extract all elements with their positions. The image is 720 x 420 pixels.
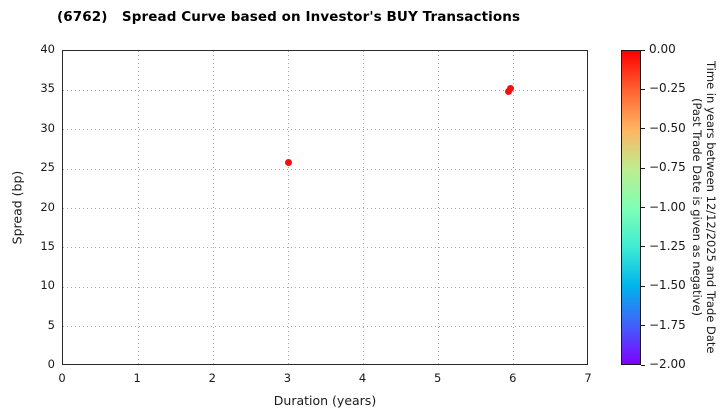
y-axis-label: Spread (bp) xyxy=(9,170,25,245)
gridline-horizontal xyxy=(63,89,587,91)
colorbar-tick-label: −0.75 xyxy=(649,160,686,175)
y-tick-label: 40 xyxy=(40,42,55,56)
plot-area xyxy=(62,50,588,365)
colorbar-tick-label: −1.00 xyxy=(649,199,686,214)
colorbar-label-line2: (Past Trade Date is given as negative) xyxy=(690,98,704,317)
colorbar-tick-label: −0.50 xyxy=(649,120,686,135)
y-tick-label: 10 xyxy=(40,278,55,293)
colorbar-tick-mark xyxy=(641,88,645,90)
colorbar-label-line1: Time in years between 12/12/2025 and Tra… xyxy=(704,61,718,354)
colorbar-tick-mark xyxy=(641,49,645,51)
gridline-vertical xyxy=(137,51,139,364)
x-tick-label: 2 xyxy=(208,371,216,385)
gridline-horizontal xyxy=(63,286,587,288)
colorbar-tick-mark xyxy=(641,207,645,208)
y-tick-label: 5 xyxy=(47,317,55,332)
colorbar-axis-label: Time in years between 12/12/2025 and Tra… xyxy=(686,44,718,371)
gridline-horizontal xyxy=(63,247,587,249)
colorbar-tick-mark xyxy=(641,246,645,248)
colorbar-tick-label: −0.25 xyxy=(649,81,686,96)
gridline-vertical xyxy=(513,51,515,364)
x-tick-label: 1 xyxy=(133,371,141,385)
data-point xyxy=(507,85,515,93)
gridline-vertical xyxy=(438,51,440,364)
x-tick-label: 0 xyxy=(58,371,66,385)
gridline-vertical xyxy=(363,51,365,364)
x-tick-label: 6 xyxy=(509,371,517,385)
colorbar-tick-mark xyxy=(641,128,645,130)
y-tick-label: 15 xyxy=(40,238,55,253)
gridline-vertical xyxy=(212,51,214,364)
x-tick-label: 7 xyxy=(584,371,592,385)
x-tick-label: 5 xyxy=(434,371,442,385)
colorbar-tick-mark xyxy=(641,364,645,366)
colorbar-tick-mark xyxy=(641,325,645,327)
colorbar-tick-label: −1.25 xyxy=(649,238,686,253)
chart-title: (6762) Spread Curve based on Investor's … xyxy=(57,9,521,25)
y-tick-label: 20 xyxy=(40,199,55,214)
colorbar-tick-label: −1.50 xyxy=(649,278,686,293)
colorbar-tick-label: 0.00 xyxy=(649,42,676,56)
y-tick-label: 30 xyxy=(40,120,55,135)
gridline-horizontal xyxy=(63,168,587,170)
gridline-horizontal xyxy=(63,129,587,131)
x-axis-label: Duration (years) xyxy=(273,393,377,408)
colorbar-tick-mark xyxy=(641,167,645,169)
colorbar-tick-mark xyxy=(641,285,645,287)
colorbar-tick-label: −2.00 xyxy=(649,357,686,371)
x-tick-label: 4 xyxy=(358,371,367,385)
colorbar xyxy=(621,50,641,365)
x-tick-label: 3 xyxy=(283,371,292,385)
y-tick-label: 25 xyxy=(40,160,55,175)
gridline-vertical xyxy=(287,51,289,364)
gridline-horizontal xyxy=(63,208,587,209)
data-point xyxy=(284,159,292,167)
y-tick-label: 35 xyxy=(40,81,55,96)
colorbar-tick-label: −1.75 xyxy=(649,317,686,332)
y-tick-label: 0 xyxy=(47,357,55,371)
gridline-horizontal xyxy=(63,326,587,328)
